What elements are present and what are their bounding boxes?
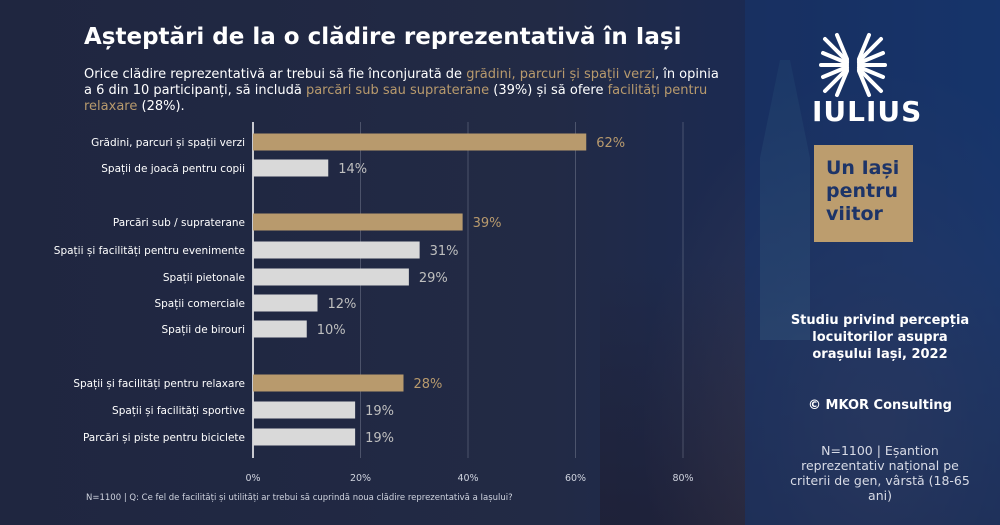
copyright: © MKOR Consulting xyxy=(808,398,952,413)
data-label: 28% xyxy=(414,377,443,392)
bar xyxy=(253,159,329,177)
category-label: Spații și facilități pentru relaxare xyxy=(73,378,245,390)
iulius-logo-icon xyxy=(819,33,887,97)
bar xyxy=(253,213,463,231)
category-label: Parcări și piste pentru biciclete xyxy=(83,432,245,444)
category-label: Spații și facilități sportive xyxy=(112,405,245,417)
tagline-box: Un Iași pentru viitor xyxy=(814,145,913,242)
brand-name: IULIUS xyxy=(812,95,923,128)
subtitle-highlight: grădini, parcuri și spații verzi xyxy=(466,67,655,82)
study-title: Studiu privind percepția locuitorilor as… xyxy=(790,313,970,362)
bar xyxy=(253,401,356,419)
subtitle-text: Orice clădire reprezentativă ar trebui s… xyxy=(84,67,467,82)
bar xyxy=(253,294,318,312)
category-label: Spații comerciale xyxy=(154,298,245,310)
subtitle-text: (28%). xyxy=(137,99,185,114)
data-label: 14% xyxy=(338,162,367,177)
category-label: Spații de joacă pentru copii xyxy=(101,163,245,175)
page-title: Așteptări de la o clădire reprezentativă… xyxy=(84,24,682,50)
x-tick-label: 80% xyxy=(672,473,693,484)
x-tick-label: 40% xyxy=(457,473,478,484)
x-tick-label: 20% xyxy=(350,473,371,484)
subtitle-text: (39%) și să ofere xyxy=(489,83,608,98)
bar xyxy=(253,374,404,392)
bar xyxy=(253,133,587,151)
right-panel xyxy=(745,0,1000,525)
bar xyxy=(253,428,356,446)
data-label: 39% xyxy=(473,216,502,231)
category-label: Spații și facilități pentru evenimente xyxy=(54,245,245,257)
data-label: 31% xyxy=(430,244,459,259)
x-tick-label: 0% xyxy=(245,473,260,484)
bar xyxy=(253,268,409,286)
subtitle-highlight: facilități pentru relaxare xyxy=(84,83,708,114)
data-label: 19% xyxy=(365,431,394,446)
subtitle: Orice clădire reprezentativă ar trebui s… xyxy=(84,67,724,115)
category-label: Grădini, parcuri și spații verzi xyxy=(91,137,245,149)
x-tick-label: 60% xyxy=(565,473,586,484)
bar xyxy=(253,320,307,338)
sample-note: N=1100 | Eșantion reprezentativ național… xyxy=(790,443,970,503)
data-label: 19% xyxy=(365,404,394,419)
category-label: Spații pietonale xyxy=(163,272,245,284)
footnote: N=1100 | Q: Ce fel de facilități și util… xyxy=(86,493,513,503)
category-label: Parcări sub / supraterane xyxy=(113,217,245,229)
data-label: 12% xyxy=(328,297,357,312)
data-label: 29% xyxy=(419,271,448,286)
subtitle-text: , în opinia a 6 din 10 participanți, să … xyxy=(84,67,719,98)
data-label: 10% xyxy=(317,323,346,338)
subtitle-highlight: parcări sub sau supraterane xyxy=(305,83,490,98)
data-label: 62% xyxy=(596,136,625,151)
category-label: Spații de birouri xyxy=(162,324,246,336)
bar xyxy=(253,241,420,259)
